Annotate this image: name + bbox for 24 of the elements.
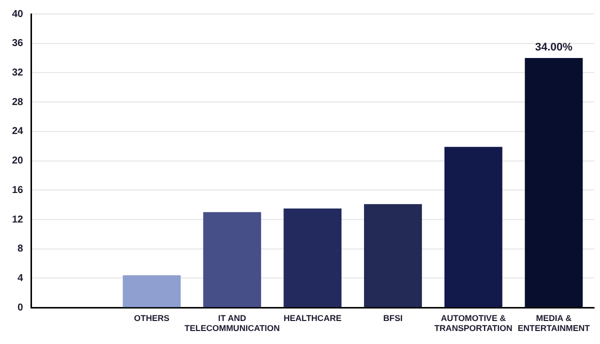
y-tick-label: 28 [12, 96, 24, 108]
x-tick-label: MEDIA & ENTERTAINMENT [518, 313, 591, 334]
bar [444, 146, 502, 308]
x-tick-label: AUTOMOTIVE & TRANSPORTATION [434, 313, 512, 334]
y-tick-label: 24 [12, 126, 24, 138]
y-tick-label: 36 [12, 38, 24, 50]
y-tick-label: 4 [18, 272, 24, 284]
data-label: 34.00% [535, 42, 573, 54]
y-tick-label: 16 [12, 184, 24, 196]
x-tick-label: OTHERS [134, 313, 170, 324]
x-tick-label: HEALTHCARE [284, 313, 342, 324]
y-tick-label: 12 [12, 214, 24, 226]
bar [203, 212, 262, 308]
bar [284, 208, 342, 308]
x-tick-label: IT AND TELECOMMUNICATION [184, 313, 280, 334]
y-tick-label: 8 [18, 244, 24, 255]
y-tick-label: 20 [12, 156, 24, 167]
y-tick-label: 0 [18, 302, 24, 314]
y-tick-label: 32 [12, 67, 24, 78]
bar [364, 204, 422, 308]
x-tick-label: BFSI [383, 313, 403, 324]
y-tick-label: 40 [12, 8, 24, 20]
bar [524, 58, 583, 308]
bar [122, 275, 181, 308]
